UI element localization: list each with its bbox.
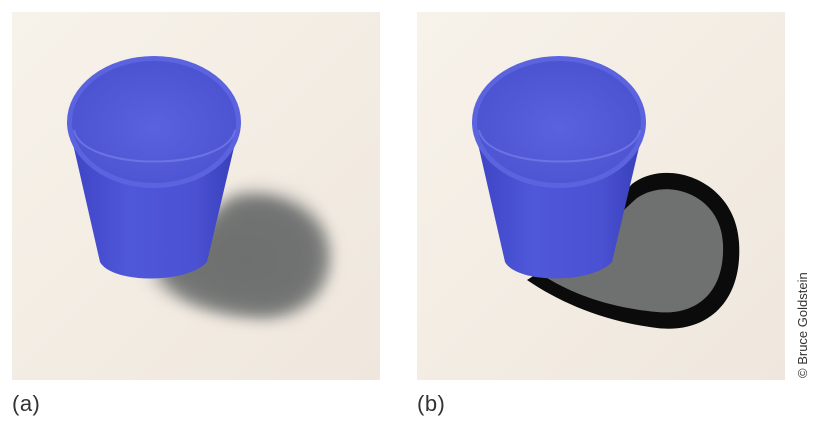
cup-soft-shadow-image <box>12 12 380 380</box>
shadow-shape <box>547 189 724 313</box>
cup-outlined-shadow-image <box>417 12 785 380</box>
panel-b-label: (b) <box>417 391 446 416</box>
panel-a-label: (a) <box>12 391 41 416</box>
photo-panel-a <box>12 12 380 380</box>
photo-panel-b <box>417 12 785 380</box>
photo-credit: © Bruce Goldstein <box>795 272 810 378</box>
